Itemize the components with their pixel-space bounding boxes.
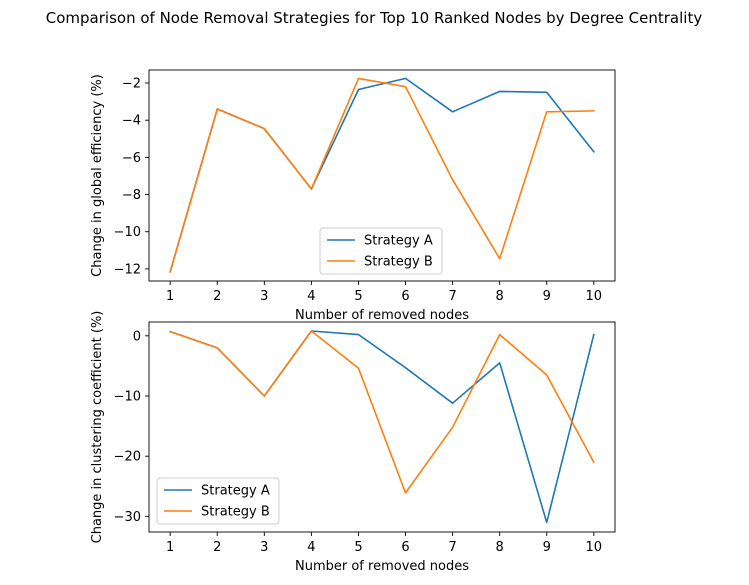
y-tick-label: 0 [133,329,141,344]
x-tick-label: 10 [586,540,603,555]
x-tick-label: 5 [354,540,362,555]
x-tick-label: 8 [496,289,504,304]
clustering-plot: 1 2 3 4 5 6 7 8 9 10 −30 −20 −10 0 Number of removed n… [90,311,616,574]
axes-frame [148,69,616,282]
y-tick-label: −20 [114,450,141,465]
x-axis-label: Number of removed nodes [295,559,469,574]
x-tick-label: 3 [260,289,268,304]
legend: Strategy A Strategy B [156,477,280,525]
axes-frame [148,321,616,533]
x-tick-label: 6 [401,289,409,304]
x-tick-label: 6 [401,540,409,555]
x-tick-label: 2 [213,540,221,555]
y-tick-label: −8 [122,188,141,203]
legend: Strategy A Strategy B [319,227,443,275]
x-tick-label: 10 [586,289,603,304]
legend-label: Strategy A [201,484,270,499]
figure-title: Comparison of Node Removal Strategies fo… [46,9,703,27]
efficiency-plot: 1 2 3 4 5 6 7 8 9 10 −12 −10 −8 −6 −4 −2 Number of remov… [90,69,616,323]
x-tick-label: 9 [543,540,551,555]
x-tick-label: 1 [166,289,174,304]
y-axis-label: Change in clustering coefficient (%) [90,311,105,544]
legend-label: Strategy B [364,255,433,270]
y-tick-label: −12 [114,262,141,277]
x-tick-label: 4 [307,289,315,304]
x-tick-label: 9 [543,289,551,304]
y-tick-label: −4 [122,114,141,129]
x-tick-label: 5 [354,289,362,304]
x-tick-label: 2 [213,289,221,304]
series-line-strategy-b [169,77,595,273]
x-tick-label: 8 [496,540,504,555]
x-tick-label: 4 [307,540,315,555]
series-line-strategy-b [169,330,595,494]
y-tick-label: −10 [114,390,141,405]
legend-label: Strategy A [364,234,433,249]
y-tick-label: −2 [122,77,141,92]
x-tick-label: 7 [448,540,456,555]
y-axis-label: Change in global efficiency (%) [90,74,105,277]
x-axis-label: Number of removed nodes [295,308,469,323]
legend-label: Strategy B [201,505,270,520]
y-tick-label: −10 [114,225,141,240]
y-tick-label: −6 [122,151,141,166]
x-tick-label: 7 [448,289,456,304]
x-tick-label: 1 [166,540,174,555]
y-tick-label: −30 [114,510,141,525]
x-tick-label: 3 [260,540,268,555]
